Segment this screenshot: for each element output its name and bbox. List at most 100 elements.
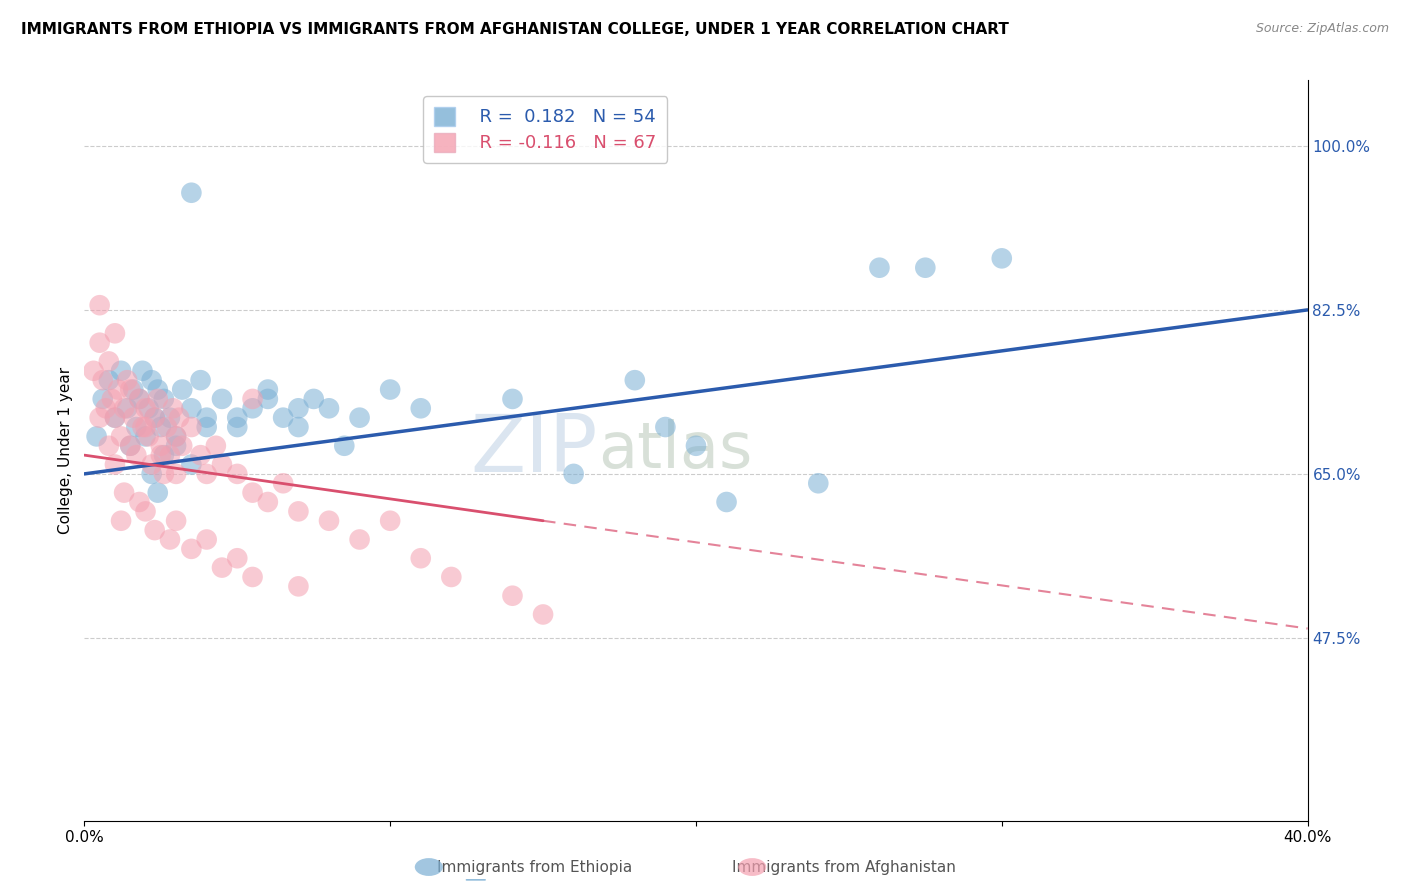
- Point: [89, 298, 111, 312]
- Point: [869, 260, 891, 275]
- Text: IMMIGRANTS FROM ETHIOPIA VS IMMIGRANTS FROM AFGHANISTAN COLLEGE, UNDER 1 YEAR CO: IMMIGRANTS FROM ETHIOPIA VS IMMIGRANTS F…: [21, 22, 1010, 37]
- Point: [128, 392, 150, 406]
- Point: [97, 373, 120, 387]
- Point: [159, 533, 181, 547]
- Point: [562, 467, 585, 481]
- Point: [180, 186, 202, 200]
- Point: [349, 533, 371, 547]
- Point: [226, 467, 249, 481]
- Text: Immigrants from Afghanistan: Immigrants from Afghanistan: [731, 860, 956, 874]
- Point: [159, 410, 181, 425]
- Point: [205, 439, 228, 453]
- Point: [159, 448, 181, 462]
- Point: [153, 392, 176, 406]
- Point: [110, 429, 132, 443]
- Point: [112, 401, 135, 416]
- Point: [128, 392, 150, 406]
- Point: [141, 373, 163, 387]
- Point: [153, 448, 176, 462]
- Point: [195, 420, 218, 434]
- Point: [125, 448, 148, 462]
- Point: [101, 392, 124, 406]
- Point: [135, 401, 157, 416]
- Legend:   R =  0.182   N = 54,   R = -0.116   N = 67: R = 0.182 N = 54, R = -0.116 N = 67: [423, 96, 666, 162]
- Point: [287, 401, 309, 416]
- Point: [190, 448, 212, 462]
- Point: [83, 364, 105, 378]
- Point: [318, 514, 340, 528]
- Point: [271, 476, 294, 491]
- Point: [242, 401, 264, 416]
- Point: [333, 439, 356, 453]
- Point: [380, 383, 402, 397]
- Point: [120, 439, 142, 453]
- Point: [180, 458, 202, 472]
- Point: [165, 429, 187, 443]
- Point: [180, 541, 202, 556]
- Point: [172, 383, 194, 397]
- Point: [156, 420, 179, 434]
- Point: [104, 458, 127, 472]
- Point: [135, 504, 157, 518]
- Point: [257, 495, 280, 509]
- Point: [172, 439, 194, 453]
- Point: [502, 589, 524, 603]
- Point: [97, 439, 120, 453]
- Point: [165, 429, 187, 443]
- Point: [165, 514, 187, 528]
- Point: [143, 410, 166, 425]
- Point: [349, 410, 371, 425]
- Point: [89, 410, 111, 425]
- Text: Immigrants from Ethiopia: Immigrants from Ethiopia: [437, 860, 631, 874]
- Point: [143, 410, 166, 425]
- Point: [141, 467, 163, 481]
- Point: [165, 439, 187, 453]
- Point: [135, 420, 157, 434]
- Point: [257, 392, 280, 406]
- Point: [162, 401, 184, 416]
- Point: [211, 392, 233, 406]
- Text: atlas: atlas: [598, 419, 752, 482]
- Point: [89, 335, 111, 350]
- Point: [135, 429, 157, 443]
- Point: [409, 551, 432, 566]
- Point: [302, 392, 325, 406]
- Point: [97, 354, 120, 368]
- Point: [104, 326, 127, 341]
- Point: [86, 429, 108, 443]
- Point: [211, 560, 233, 574]
- Point: [257, 383, 280, 397]
- Point: [195, 533, 218, 547]
- Point: [287, 504, 309, 518]
- Point: [318, 401, 340, 416]
- Point: [146, 485, 169, 500]
- Text: ZIP: ZIP: [471, 411, 598, 490]
- Point: [624, 373, 647, 387]
- Point: [153, 467, 176, 481]
- Point: [242, 392, 264, 406]
- Point: [131, 420, 153, 434]
- Point: [685, 439, 707, 453]
- Point: [502, 392, 524, 406]
- Text: Source: ZipAtlas.com: Source: ZipAtlas.com: [1256, 22, 1389, 36]
- Point: [287, 420, 309, 434]
- Point: [125, 420, 148, 434]
- Point: [195, 467, 218, 481]
- Point: [149, 448, 172, 462]
- Point: [122, 410, 145, 425]
- Point: [180, 420, 202, 434]
- Point: [138, 429, 160, 443]
- Point: [115, 401, 138, 416]
- Point: [149, 420, 172, 434]
- Point: [128, 495, 150, 509]
- Point: [104, 410, 127, 425]
- Point: [107, 383, 129, 397]
- Point: [271, 410, 294, 425]
- Point: [195, 410, 218, 425]
- Point: [440, 570, 463, 584]
- Point: [167, 410, 190, 425]
- Point: [287, 579, 309, 593]
- Point: [110, 364, 132, 378]
- Point: [531, 607, 554, 622]
- Point: [211, 458, 233, 472]
